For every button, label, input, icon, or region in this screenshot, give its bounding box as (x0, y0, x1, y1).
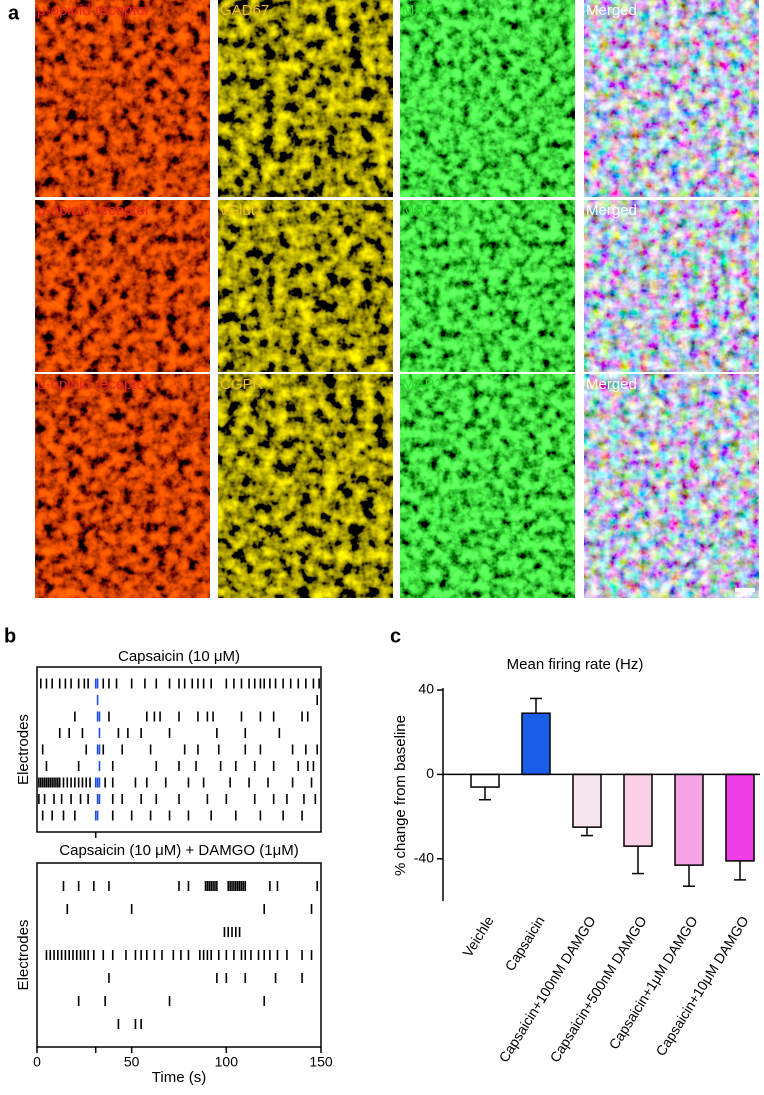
x-tick-label: Capsaicin+1μM DAMGO (606, 913, 701, 1052)
y-axis-label: % change from baseline (392, 715, 409, 876)
x-tick-label: 50 (124, 1054, 140, 1070)
image-label: μ-opioid receptor (37, 202, 150, 219)
image-label: MAP2 (402, 2, 443, 19)
x-tick-label: 0 (33, 1054, 41, 1070)
micrograph (400, 200, 575, 372)
y-tick-label: 0 (426, 765, 434, 781)
image-label: μ-opioid receptor (37, 2, 150, 19)
x-tick-label: Capsaicin+500nM DAMGO (546, 913, 649, 1065)
micrograph (218, 0, 393, 197)
panel-label: b (4, 625, 16, 647)
bar (521, 712, 551, 776)
raster-frame (36, 862, 322, 1048)
image-label: Merged (586, 2, 637, 19)
micrograph (400, 374, 575, 598)
image-label: Merged (586, 202, 637, 219)
x-tick-label: 100 (215, 1054, 239, 1070)
panel-a: μ-opioid receptor GAD67 MAP2 Merged μ-opioid… (35, 0, 759, 598)
bar (674, 773, 704, 866)
bar (470, 773, 500, 788)
panel-label: c (390, 625, 401, 647)
x-tick-label: 150 (309, 1054, 333, 1070)
y-tick-label: 40 (418, 681, 434, 697)
x-tick-label: Capsaicin+10μM DAMGO (652, 913, 751, 1059)
micrograph (584, 200, 759, 372)
bar (725, 773, 755, 862)
x-tick-label: Capsaicin (502, 913, 548, 974)
micrograph (35, 374, 210, 598)
raster-title: Capsaicin (10 μM) (118, 648, 240, 665)
panel-c: Mean firing rate (Hz) % change from basel… (392, 656, 760, 1065)
y-axis-label: Electrodes (15, 920, 32, 991)
chart-title: Mean firing rate (Hz) (507, 656, 644, 673)
bar (623, 773, 653, 847)
micrograph (35, 0, 210, 197)
image-label: CGPR (220, 376, 264, 393)
scale-bar (735, 588, 755, 592)
micrograph (218, 200, 393, 372)
image-label: MAP2 (402, 202, 443, 219)
image-label: Merged (586, 376, 637, 393)
micrograph (400, 0, 575, 197)
image-label: μ-opioid receptor (37, 376, 150, 393)
y-axis-label: Electrodes (15, 714, 32, 785)
image-label: GAD67 (220, 2, 269, 19)
image-label: MAP2 (402, 376, 443, 393)
micrograph (584, 0, 759, 197)
panel-label: a (8, 2, 20, 24)
micrograph (35, 200, 210, 372)
x-tick-label: Veichle (459, 913, 497, 960)
x-axis-label: Time (s) (152, 1069, 206, 1086)
micrograph (584, 374, 759, 598)
bar (572, 773, 602, 828)
x-tick-label: Capsaicin+100nM DAMGO (495, 913, 598, 1065)
raster-title: Capsaicin (10 μM) + DAMGO (1μM) (59, 842, 298, 859)
image-label: vGlut1 (220, 202, 263, 219)
raster-frame (36, 666, 322, 833)
micrograph (218, 374, 393, 598)
y-tick-label: -40 (414, 850, 434, 866)
panel-b: Capsaicin (10 μM) Electrodes Capsaicin (10… (15, 648, 333, 1086)
